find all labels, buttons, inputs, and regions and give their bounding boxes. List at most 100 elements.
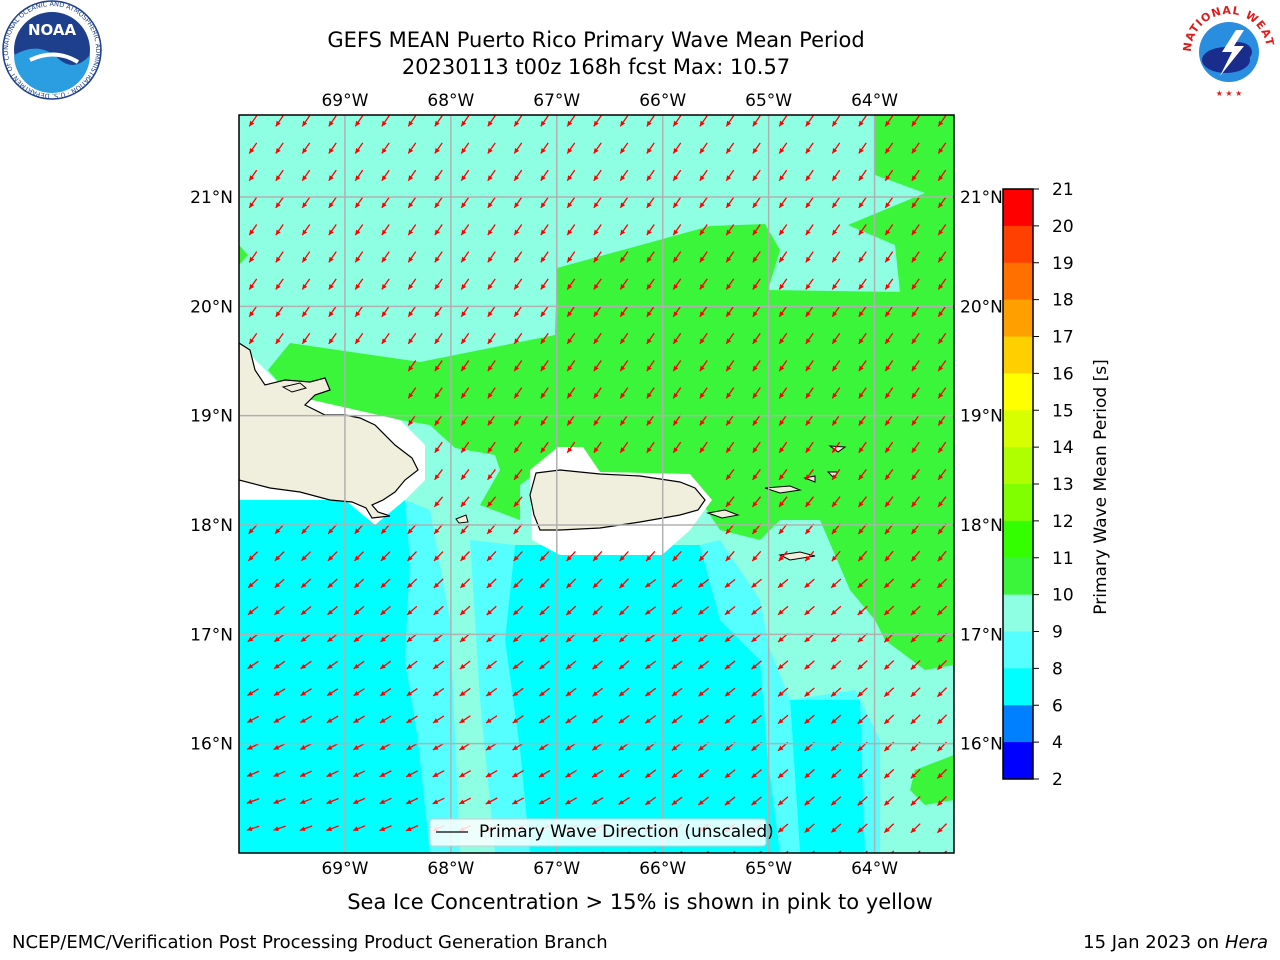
lat-label: 17°N <box>960 625 1003 645</box>
wave-arrow <box>247 853 260 858</box>
wave-arrow <box>752 169 761 182</box>
wave-arrow <box>805 115 814 127</box>
wave-arrow <box>619 251 629 263</box>
map-legend: Primary Wave Direction (unscaled) <box>429 818 774 847</box>
wave-arrow <box>646 387 655 399</box>
wave-arrow <box>751 769 762 779</box>
colorbar-segment <box>1003 336 1033 374</box>
wave-arrow <box>777 660 789 670</box>
wave-arrow <box>300 633 312 643</box>
lat-label: 21°N <box>960 188 1003 208</box>
wave-arrow <box>566 278 576 290</box>
wave-arrow <box>858 305 867 318</box>
wave-arrow <box>328 278 337 290</box>
wave-arrow <box>565 660 577 670</box>
wave-arrow <box>301 196 311 209</box>
wave-arrow <box>697 796 710 806</box>
period-6-8-region-central <box>505 545 780 853</box>
wave-arrow <box>364 852 366 853</box>
wave-arrow <box>751 687 762 697</box>
wave-arrow <box>379 742 392 751</box>
wave-arrow <box>777 796 789 806</box>
wave-arrow <box>936 768 948 779</box>
colorbar-segment <box>1003 189 1033 227</box>
nws-logo: NATIONAL WEATHER SERVICE ★ ★ ★ <box>1178 0 1276 98</box>
wave-arrow <box>618 605 630 616</box>
wave-arrow <box>699 169 708 182</box>
wave-arrow <box>805 169 814 182</box>
wave-arrow <box>434 360 443 372</box>
wave-arrow <box>593 251 602 263</box>
wave-arrow <box>883 796 895 806</box>
wave-arrow <box>857 605 868 616</box>
lon-label: 65°W <box>745 91 792 111</box>
wave-arrow <box>619 305 629 318</box>
wave-arrow <box>301 224 311 236</box>
wave-arrow <box>326 797 339 805</box>
wave-arrow <box>328 196 337 209</box>
wave-arrow <box>830 578 842 589</box>
lat-label: 16°N <box>960 735 1003 755</box>
wave-arrow <box>300 551 312 562</box>
wave-arrow <box>937 278 947 290</box>
period-10-11-region-se <box>910 755 954 805</box>
wave-arrow <box>671 578 683 588</box>
wave-arrow <box>565 769 577 778</box>
wave-arrow <box>513 414 523 426</box>
wave-arrow <box>592 550 603 562</box>
wave-arrow <box>381 251 390 263</box>
wave-arrow <box>697 660 710 670</box>
wave-arrow <box>512 715 524 724</box>
wave-arrow <box>591 715 604 724</box>
wave-arrow <box>805 387 814 399</box>
wave-arrow <box>672 441 682 454</box>
wave-arrow <box>352 825 366 832</box>
lon-label: 67°W <box>533 91 580 111</box>
wave-arrow <box>725 360 735 372</box>
colorbar-tick-label: 11 <box>1052 549 1074 569</box>
wave-arrow <box>593 169 602 182</box>
wave-arrow <box>936 605 948 616</box>
wave-arrow <box>434 387 443 399</box>
wave-arrow <box>246 715 260 724</box>
wave-arrow <box>858 278 867 290</box>
wave-arrow <box>858 251 867 263</box>
wave-arrow <box>513 196 523 209</box>
wave-arrow <box>751 714 762 725</box>
wave-arrow <box>699 251 708 263</box>
wave-arrow <box>434 414 443 426</box>
wave-arrow <box>566 332 576 345</box>
wave-arrow <box>805 142 814 154</box>
wave-arrow <box>274 578 285 589</box>
wave-arrow <box>671 796 683 806</box>
wave-arrow <box>937 387 947 399</box>
wave-arrow <box>936 578 948 589</box>
wave-arrow <box>565 797 577 805</box>
wave-arrow <box>246 770 260 777</box>
wave-arrow <box>540 360 549 372</box>
wave-arrow <box>725 550 735 562</box>
wave-arrow <box>672 224 682 236</box>
wave-arrow <box>778 196 788 209</box>
wave-arrow <box>644 687 657 697</box>
wave-arrow <box>513 551 523 562</box>
wave-arrow <box>246 825 260 832</box>
wave-arrow <box>407 360 417 372</box>
wave-arrow <box>326 770 339 778</box>
colorbar-tick-label: 12 <box>1052 512 1074 532</box>
lon-label: 66°W <box>639 91 686 111</box>
wave-arrow <box>512 605 524 616</box>
wave-arrow <box>858 360 867 372</box>
wave-arrow <box>911 468 920 481</box>
wave-arrow <box>830 687 842 698</box>
footer-branch: NCEP/EMC/Verification Post Processing Pr… <box>12 932 608 953</box>
wave-arrow <box>405 825 419 832</box>
wave-arrow <box>936 823 948 834</box>
wave-arrow <box>778 305 788 318</box>
wave-arrow <box>566 441 576 454</box>
wave-arrow <box>618 714 630 724</box>
wave-arrow <box>486 605 497 616</box>
wave-arrow <box>442 852 445 853</box>
colorbar-tick-label: 6 <box>1052 696 1063 716</box>
wave-arrow <box>301 305 311 318</box>
